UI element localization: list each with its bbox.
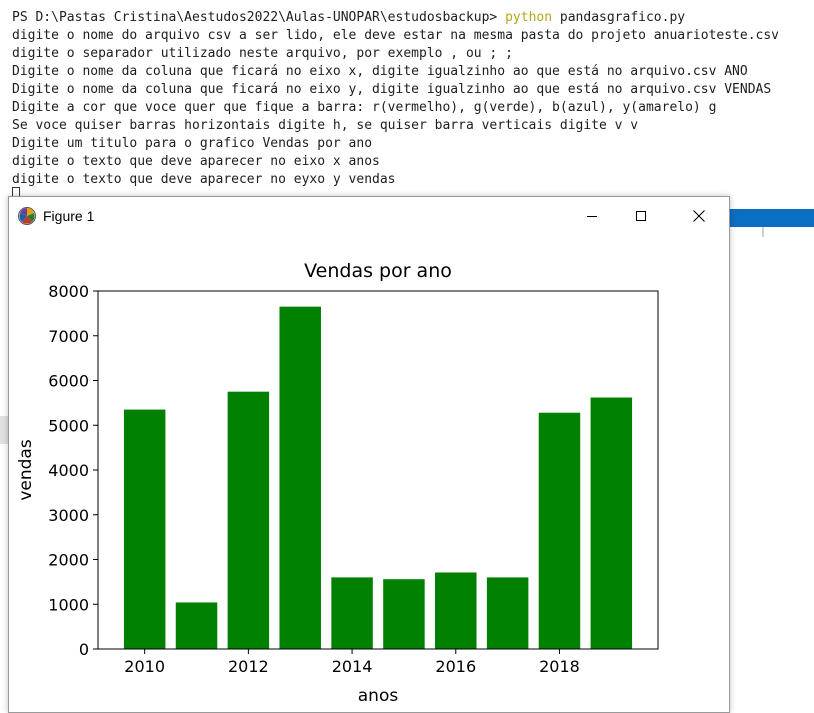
maximize-icon [636,211,646,221]
chart-canvas[interactable]: Vendas por ano 0 1000 2000 3000 4000 5000 6000… [9,235,729,712]
bar [383,579,425,649]
y-tick-label: 0 [79,640,89,659]
y-tick-label: 4000 [48,461,89,480]
x-tick-label: 2010 [124,657,165,676]
y-axis: 0 1000 2000 3000 4000 5000 6000 7000 8000 [48,282,98,659]
close-button[interactable] [676,197,722,235]
background-window-strip [728,209,814,227]
maximize-button[interactable] [618,197,664,235]
window-titlebar[interactable]: Figure 1 [9,197,729,235]
close-icon [693,210,705,222]
terminal-output-line: digite o separador utilizado neste arqui… [12,46,513,61]
y-tick-label: 6000 [48,372,89,391]
x-axis: 2010 2012 2014 2016 2018 [124,649,580,676]
y-tick-label: 3000 [48,506,89,525]
figure-window[interactable]: Figure 1 Vendas por ano 0 1000 2000 3000 400… [8,196,730,713]
terminal-output-line: digite o nome do arquivo csv a ser lido,… [12,28,780,43]
terminal-output-line: Digite um titulo para o grafico Vendas p… [12,136,373,151]
plot-frame [97,290,659,650]
terminal-argument: pandasgrafico.py [559,10,686,25]
terminal-output-line: Digite o nome da coluna que ficará no ei… [12,64,748,79]
background-window-edge [762,227,764,237]
bar [590,397,633,649]
bar [435,572,477,649]
bar [123,409,166,649]
bar [279,306,321,649]
y-tick-label: 2000 [48,551,89,570]
terminal-output-line: digite o texto que deve aparecer no eyxo… [12,172,396,187]
terminal-command-line: PS D:\Pastas Cristina\Aestudos2022\Aulas… [12,9,685,27]
x-tick-label: 2012 [228,657,269,676]
background-window-tab [0,416,8,444]
minimize-button[interactable] [569,197,615,235]
terminal-output-line: Digite a cor que voce quer que fique a b… [12,100,717,115]
terminal-output-line: Digite o nome da coluna que ficará no ei… [12,82,772,97]
y-tick-label: 1000 [48,595,89,614]
x-tick-label: 2014 [332,657,373,676]
x-axis-label: anos [358,686,399,706]
x-tick-label: 2018 [539,657,580,676]
bar [331,577,373,649]
bars-group [123,306,633,649]
terminal-output-line: digite o texto que deve aparecer no eixo… [12,154,380,169]
y-tick-label: 8000 [48,282,89,301]
terminal-prompt: PS D:\Pastas Cristina\Aestudos2022\Aulas… [12,10,498,25]
chart-title: Vendas por ano [304,260,452,282]
window-title: Figure 1 [43,208,95,224]
minimize-icon [587,216,597,217]
matplotlib-icon [17,206,37,226]
bar [227,391,270,649]
y-tick-label: 5000 [48,416,89,435]
y-tick-label: 7000 [48,327,89,346]
bar [175,602,218,649]
terminal-output-line: Se voce quiser barras horizontais digite… [12,118,639,133]
bar [486,577,529,649]
x-tick-label: 2016 [435,657,476,676]
terminal-command: python [505,10,553,25]
bar [538,412,581,649]
y-axis-label: vendas [16,439,36,501]
